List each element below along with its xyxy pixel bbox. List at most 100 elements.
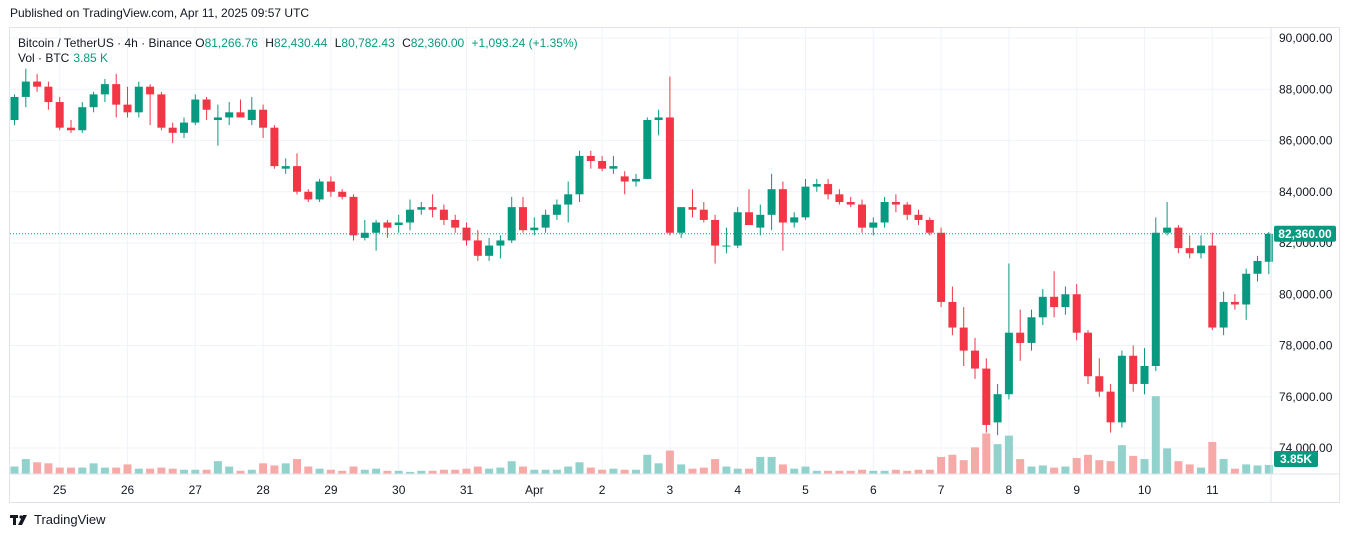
candle-body[interactable]	[1208, 245, 1217, 328]
candle-body[interactable]	[191, 99, 200, 123]
candle-body[interactable]	[812, 184, 821, 187]
candle-body[interactable]	[1117, 355, 1126, 423]
candle-body[interactable]	[417, 207, 426, 210]
candle-body[interactable]	[643, 120, 652, 179]
footer-brand[interactable]: TradingView	[10, 512, 106, 527]
candle-body[interactable]	[925, 219, 934, 233]
candle-body[interactable]	[1197, 245, 1205, 254]
candle-body[interactable]	[270, 127, 279, 167]
candle-body[interactable]	[1140, 366, 1149, 384]
candle-body[interactable]	[485, 245, 494, 256]
candle-body[interactable]	[767, 189, 776, 215]
candle-body[interactable]	[677, 207, 686, 233]
price-chart[interactable]: 90,000.0088,000.0086,000.0084,000.0082,0…	[10, 28, 1339, 502]
candle-body[interactable]	[665, 117, 674, 233]
symbol-title[interactable]: Bitcoin / TetherUS · 4h · Binance	[18, 36, 192, 50]
candle-body[interactable]	[100, 84, 109, 95]
candle-body[interactable]	[10, 96, 19, 120]
candle-body[interactable]	[112, 84, 121, 105]
candle-body[interactable]	[439, 209, 448, 220]
candle-body[interactable]	[1027, 317, 1036, 343]
candle-body[interactable]	[745, 212, 753, 226]
candle-body[interactable]	[1038, 296, 1047, 318]
candle-body[interactable]	[1230, 301, 1239, 305]
candle-body[interactable]	[609, 166, 618, 169]
candle-body[interactable]	[891, 202, 900, 205]
candle-body[interactable]	[394, 222, 403, 226]
candle-body[interactable]	[338, 191, 347, 197]
candle-body[interactable]	[281, 166, 290, 169]
candle-body[interactable]	[1174, 227, 1183, 249]
candle-body[interactable]	[1264, 233, 1273, 262]
candle-body[interactable]	[654, 117, 663, 120]
candle-body[interactable]	[1129, 355, 1138, 384]
candle-body[interactable]	[903, 204, 912, 215]
candle-body[interactable]	[835, 194, 844, 202]
candle-body[interactable]	[1072, 294, 1081, 333]
candle-body[interactable]	[778, 189, 787, 223]
candle-body[interactable]	[1004, 332, 1013, 395]
candle-body[interactable]	[134, 86, 143, 113]
candle-body[interactable]	[349, 196, 358, 236]
candle-body[interactable]	[846, 202, 855, 205]
candle-body[interactable]	[959, 327, 968, 351]
candle-body[interactable]	[937, 232, 946, 302]
candle-body[interactable]	[575, 155, 584, 195]
candle-body[interactable]	[1061, 294, 1070, 308]
candle-body[interactable]	[620, 176, 629, 182]
candle-body[interactable]	[1084, 332, 1092, 377]
candle-body[interactable]	[247, 109, 256, 120]
candle-body[interactable]	[541, 214, 550, 228]
candle-body[interactable]	[1219, 301, 1228, 328]
candle-body[interactable]	[1242, 273, 1251, 305]
candle-body[interactable]	[360, 232, 369, 238]
candle-body[interactable]	[473, 240, 482, 256]
candle-body[interactable]	[869, 222, 878, 228]
chart-frame[interactable]: 90,000.00 88,000.00 86,000.00 84,000.00 82,0…	[9, 27, 1340, 503]
candle-body[interactable]	[157, 94, 166, 128]
candle-body[interactable]	[1163, 227, 1172, 233]
candle-body[interactable]	[1106, 391, 1115, 423]
candle-body[interactable]	[259, 109, 268, 128]
candle-body[interactable]	[1095, 376, 1104, 392]
candle-body[interactable]	[55, 102, 64, 128]
candle-body[interactable]	[225, 112, 234, 118]
candle-body[interactable]	[180, 122, 188, 133]
candle-body[interactable]	[451, 219, 460, 228]
candle-body[interactable]	[519, 207, 527, 231]
candle-body[interactable]	[586, 155, 595, 161]
candle-body[interactable]	[507, 207, 516, 241]
candle-body[interactable]	[44, 86, 53, 103]
candle-body[interactable]	[530, 227, 539, 231]
candle-body[interactable]	[315, 181, 324, 200]
candle-body[interactable]	[406, 209, 414, 223]
candle-body[interactable]	[699, 209, 708, 220]
candle-body[interactable]	[168, 127, 177, 133]
candle-body[interactable]	[880, 202, 889, 223]
candle-body[interactable]	[1185, 248, 1194, 254]
candle-body[interactable]	[202, 99, 211, 110]
candle-body[interactable]	[1050, 296, 1059, 308]
candle-body[interactable]	[1151, 232, 1160, 366]
candle-body[interactable]	[756, 214, 765, 228]
candle-body[interactable]	[1253, 260, 1262, 274]
candle-body[interactable]	[824, 184, 833, 195]
candle-body[interactable]	[711, 219, 720, 246]
candle-body[interactable]	[89, 94, 98, 108]
candle-body[interactable]	[801, 186, 810, 218]
candle-body[interactable]	[982, 368, 991, 425]
candle-body[interactable]	[78, 107, 87, 131]
candle-body[interactable]	[688, 207, 697, 210]
candle-body[interactable]	[790, 217, 799, 223]
candle-body[interactable]	[33, 81, 42, 87]
candle-body[interactable]	[21, 81, 30, 97]
candle-body[interactable]	[293, 166, 301, 192]
candle-body[interactable]	[564, 194, 573, 205]
candle-body[interactable]	[146, 86, 155, 95]
candle-body[interactable]	[632, 178, 640, 182]
candle-body[interactable]	[123, 104, 132, 113]
candle-body[interactable]	[236, 112, 245, 118]
candle-body[interactable]	[428, 207, 437, 210]
candle-body[interactable]	[552, 204, 561, 215]
candle-body[interactable]	[1016, 332, 1025, 343]
